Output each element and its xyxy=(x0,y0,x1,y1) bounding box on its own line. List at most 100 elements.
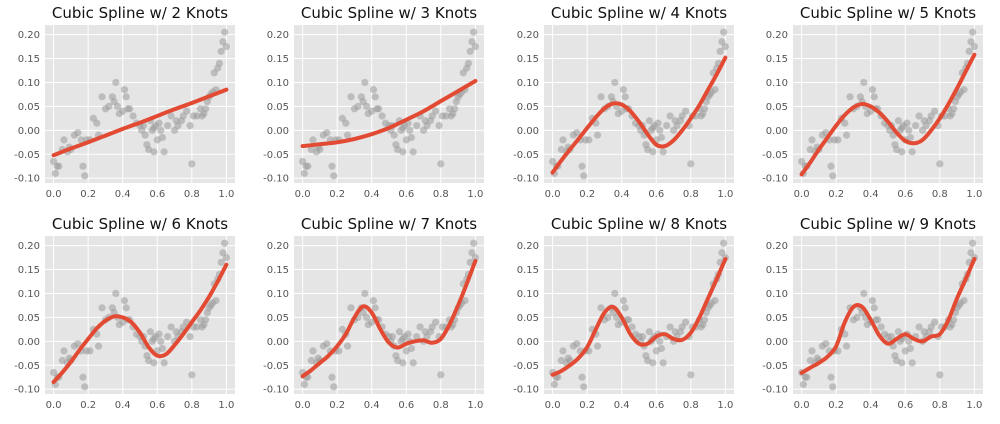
plot-area xyxy=(793,25,983,183)
y-tick-label: -0.05 xyxy=(513,150,539,161)
data-point xyxy=(950,105,958,113)
y-tick-label: 0.20 xyxy=(267,30,289,41)
data-point xyxy=(687,160,695,168)
data-point xyxy=(98,93,106,101)
subplot-8: 0.0 0.2 0.4 0.6 0.8 1.0 -0.10 -0.05 0.00 0.05 0.10… xyxy=(762,215,983,411)
data-point xyxy=(413,121,421,130)
data-point xyxy=(711,297,719,305)
data-point xyxy=(906,344,915,353)
data-point xyxy=(407,133,416,142)
x-tick-label: 0.0 xyxy=(545,400,561,411)
data-point xyxy=(122,304,130,312)
y-tick-label: 0.05 xyxy=(18,102,40,113)
data-point xyxy=(593,131,602,139)
y-tick-label: 0.05 xyxy=(766,313,788,324)
data-point xyxy=(155,119,163,127)
data-point xyxy=(330,172,338,180)
data-point xyxy=(860,289,868,298)
data-point xyxy=(808,347,816,355)
y-tick-label: -0.05 xyxy=(263,361,289,372)
y-tick-label: 0.10 xyxy=(766,289,788,300)
data-point xyxy=(369,86,378,94)
data-point xyxy=(193,323,201,331)
y-tick-label: -0.05 xyxy=(762,150,788,161)
data-point xyxy=(471,42,479,51)
data-point xyxy=(645,328,653,336)
x-tick-label: 0.4 xyxy=(115,400,131,411)
data-point xyxy=(399,335,407,343)
data-point xyxy=(931,318,939,326)
x-tick-label: 0.0 xyxy=(295,400,311,411)
data-point xyxy=(51,169,59,178)
data-point xyxy=(55,162,63,170)
subplot-2: 0.0 0.2 0.4 0.6 0.8 1.0 -0.10 -0.05 0.00 0.05 0.10… xyxy=(263,4,484,200)
data-point xyxy=(829,172,837,180)
x-tick-label: 0.8 xyxy=(932,189,948,200)
data-point xyxy=(167,112,175,120)
data-point xyxy=(157,337,165,345)
spline-fit-line xyxy=(51,262,229,384)
data-point xyxy=(970,42,978,51)
data-point xyxy=(894,117,902,125)
y-tick-label: 0.00 xyxy=(18,126,40,137)
data-point xyxy=(666,112,674,120)
data-point xyxy=(573,129,581,137)
data-point xyxy=(827,373,835,381)
data-point xyxy=(202,105,210,113)
y-tick-label: 0.15 xyxy=(18,265,40,276)
data-point xyxy=(399,359,407,367)
y-tick-label: 0.05 xyxy=(517,313,539,324)
x-tick-label: 1.0 xyxy=(218,189,234,200)
data-point xyxy=(638,332,647,341)
data-point xyxy=(808,136,816,144)
data-point xyxy=(217,258,225,266)
data-point xyxy=(79,162,87,170)
x-tick-label: 0.8 xyxy=(683,400,699,411)
y-tick-label: 0.20 xyxy=(517,241,539,252)
data-point xyxy=(186,121,194,130)
data-point xyxy=(77,136,85,144)
x-tick-label: 1.0 xyxy=(717,189,733,200)
y-tick-label: 0.20 xyxy=(517,30,539,41)
x-tick-label: 0.8 xyxy=(683,189,699,200)
data-point xyxy=(887,332,896,341)
data-point xyxy=(687,371,695,379)
data-point xyxy=(120,297,129,305)
y-tick-label: -0.10 xyxy=(513,174,539,185)
y-tick-label: -0.10 xyxy=(14,385,40,396)
x-tick-label: 0.0 xyxy=(545,189,561,200)
data-point xyxy=(656,337,664,345)
y-tick-label: 0.00 xyxy=(766,126,788,137)
y-tick-label: 0.15 xyxy=(766,265,788,276)
data-point xyxy=(578,373,586,381)
data-point xyxy=(188,160,196,168)
data-point xyxy=(834,136,842,144)
data-point xyxy=(164,332,172,341)
data-point xyxy=(898,359,906,367)
data-point xyxy=(721,42,729,51)
plot-area xyxy=(294,25,484,183)
data-point xyxy=(965,47,973,55)
spline-fit-line xyxy=(300,79,478,149)
data-point xyxy=(157,126,165,134)
y-tick-label: 0.15 xyxy=(267,265,289,276)
data-point xyxy=(573,340,581,348)
data-point xyxy=(98,304,106,312)
data-point xyxy=(619,86,628,94)
data-point xyxy=(79,373,87,381)
x-tick-label: 0.8 xyxy=(433,189,449,200)
data-point xyxy=(559,347,567,355)
data-point xyxy=(471,253,479,262)
data-point xyxy=(701,105,709,113)
x-tick-label: 0.4 xyxy=(364,189,380,200)
data-point xyxy=(217,47,225,55)
data-point xyxy=(74,129,82,137)
y-tick-label: 0.10 xyxy=(267,78,289,89)
y-tick-label: -0.10 xyxy=(263,385,289,396)
data-point xyxy=(222,253,230,262)
x-tick-label: 1.0 xyxy=(467,189,483,200)
x-tick-label: 0.8 xyxy=(433,400,449,411)
x-tick-label: 0.8 xyxy=(184,189,200,200)
data-point xyxy=(164,121,172,130)
data-point xyxy=(369,297,378,305)
